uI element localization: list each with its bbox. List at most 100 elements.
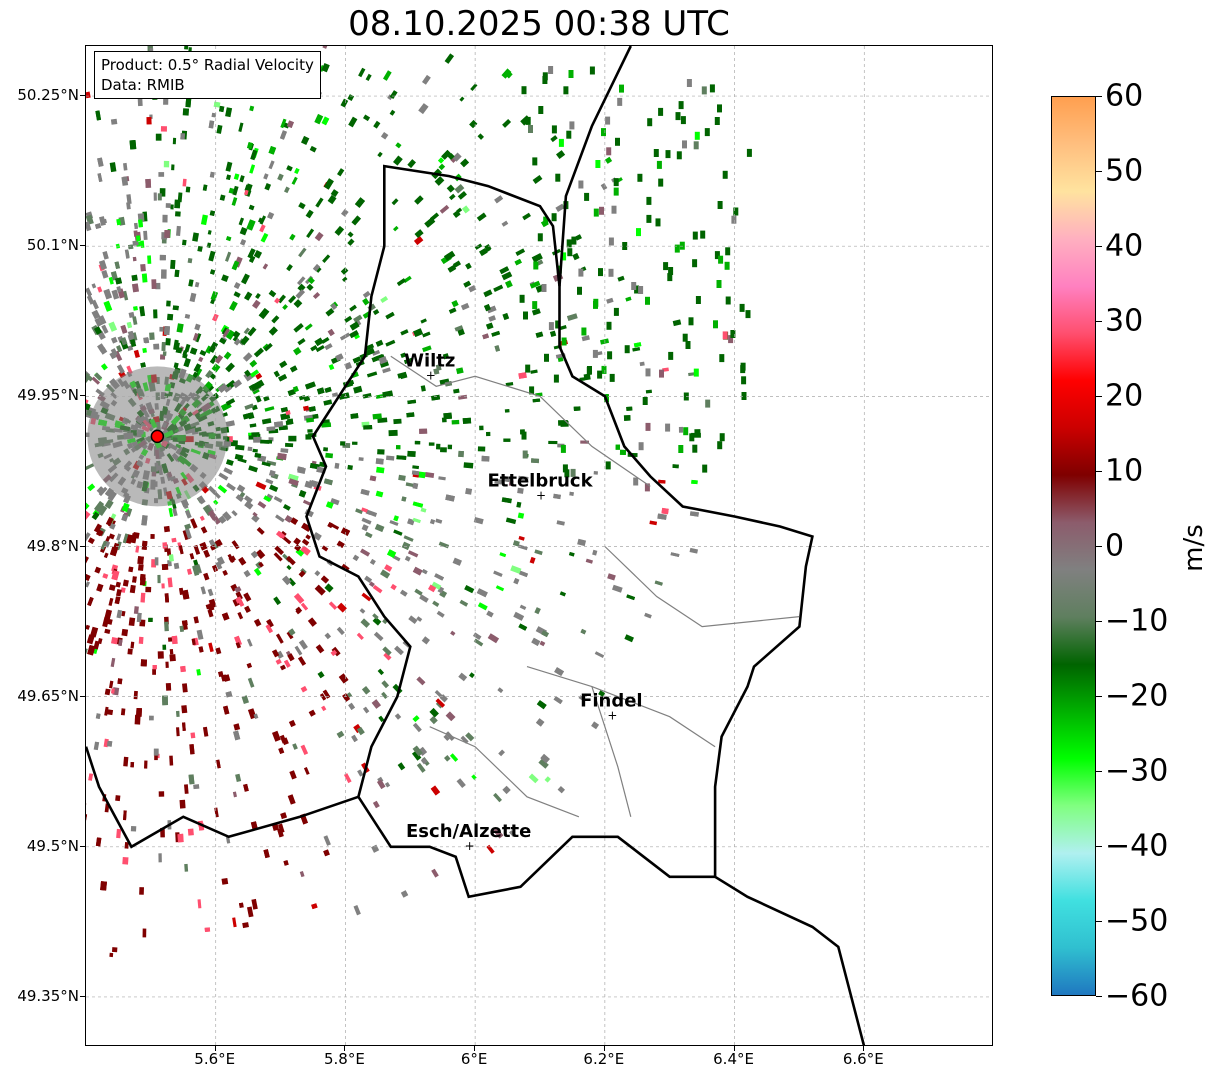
radar-echo [578,180,584,189]
colorbar-tick-label: 10 [1105,453,1144,489]
radar-echo [601,128,606,137]
city-label-findel: Findel [580,691,643,712]
radar-echo [746,148,752,157]
radar-echo [722,170,728,179]
product-info-box: Product: 0.5° Radial Velocity Data: RMIB [94,51,321,99]
radar-echo [556,265,562,274]
radar-echo [532,157,538,166]
radar-echo [645,368,651,377]
radar-echo [694,131,700,140]
radar-echo [529,386,535,395]
radar-echo [665,150,671,159]
radar-map-canvas: +Wiltz+Ettelbruck+Findel+Esch/Alzette [86,46,992,1045]
radar-echo [548,66,554,74]
radar-echo [521,431,527,440]
radar-echo [563,86,569,95]
radar-echo [663,262,669,271]
radar-echo [728,335,734,344]
colorbar-tick-label: −30 [1105,753,1169,789]
radar-echo [522,450,528,459]
radar-echo [622,242,628,250]
radar-echo [647,118,653,127]
radar-echo [731,215,737,224]
radar-echo [541,284,547,292]
lat-tick-mark [80,545,85,547]
radar-echo [634,285,640,294]
product-label: Product: 0.5° Radial Velocity [101,56,314,74]
radar-echo [717,104,722,113]
radar-echo [700,230,706,239]
lon-tick-label: 6.6°E [842,1050,884,1068]
colorbar-tick-mark [1096,771,1102,772]
colorbar-tick-mark [1096,996,1102,997]
radar-echo [571,236,577,245]
colorbar-tick-mark [1096,96,1102,97]
colorbar-tick-label: −20 [1105,678,1169,714]
colorbar-tick-label: 0 [1105,528,1125,564]
radar-echo [608,268,614,277]
radar-echo [548,322,554,331]
radar-echo [532,301,538,310]
radar-echo [683,427,689,436]
colorbar-tick-label: −60 [1105,978,1169,1014]
radar-echo [739,303,745,312]
radar-echo [605,461,611,470]
radar-echo [724,261,730,270]
radar-echo [597,370,603,379]
lat-tick-mark [80,395,85,397]
radar-echo [693,368,699,377]
lat-tick-label: 50.1°N [26,236,79,255]
lat-tick-mark [80,845,85,847]
radar-echo [569,121,575,130]
lat-tick-label: 49.35°N [17,986,79,1005]
radar-echo [653,149,659,157]
radar-echo [702,464,708,473]
radar-echo [592,349,598,358]
radar-echo [619,84,624,93]
radar-echo [584,192,590,201]
border-de-north [558,46,632,287]
radar-echo [658,178,664,187]
radar-echo [705,399,711,408]
radar-echo [685,341,691,349]
radar-echo [645,296,650,305]
radar-echo [605,116,611,125]
radar-echo [713,320,718,329]
radar-echo [704,128,710,137]
radar-echo [719,433,725,442]
radar-echo [578,268,584,277]
radar-echo [693,141,699,150]
lon-tick-label: 6°E [460,1050,488,1068]
radar-echo [674,244,680,253]
radar-echo [613,187,619,196]
lon-tick-mark [214,1046,216,1051]
lon-tick-label: 5.6°E [194,1050,236,1068]
canton-boundary [429,726,580,818]
radar-map: + Wiltz + Ettelbruck + Findel + Esch/Alzette [85,45,993,1046]
radar-echo [601,365,607,374]
colorbar-tick-mark [1096,846,1102,847]
colorbar-tick-mark [1096,321,1102,322]
radar-echo [581,327,587,336]
radar-echo [714,251,720,260]
canton-boundary [591,686,632,817]
radar-echo [525,364,531,373]
radar-echo [570,468,576,477]
radar-echo [551,125,557,134]
radar-echo [646,214,652,223]
data-source-label: Data: RMIB [101,76,185,94]
radar-echo [668,351,674,360]
colorbar-tick-mark [1096,396,1102,397]
radar-echo [613,307,619,316]
radar-echo [714,117,720,125]
colorbar-tick-label: −40 [1105,828,1169,864]
lon-tick-label: 5.8°E [324,1050,365,1068]
radar-echo [636,228,641,237]
radar-echo [553,374,559,383]
radar-echo [599,206,604,215]
radar-echo [682,333,688,342]
city-label-ettelbruck: Ettelbruck [487,470,593,491]
lon-tick-mark [733,1046,735,1051]
colorbar-tick-label: 20 [1105,378,1144,414]
colorbar-tick-mark [1096,246,1102,247]
